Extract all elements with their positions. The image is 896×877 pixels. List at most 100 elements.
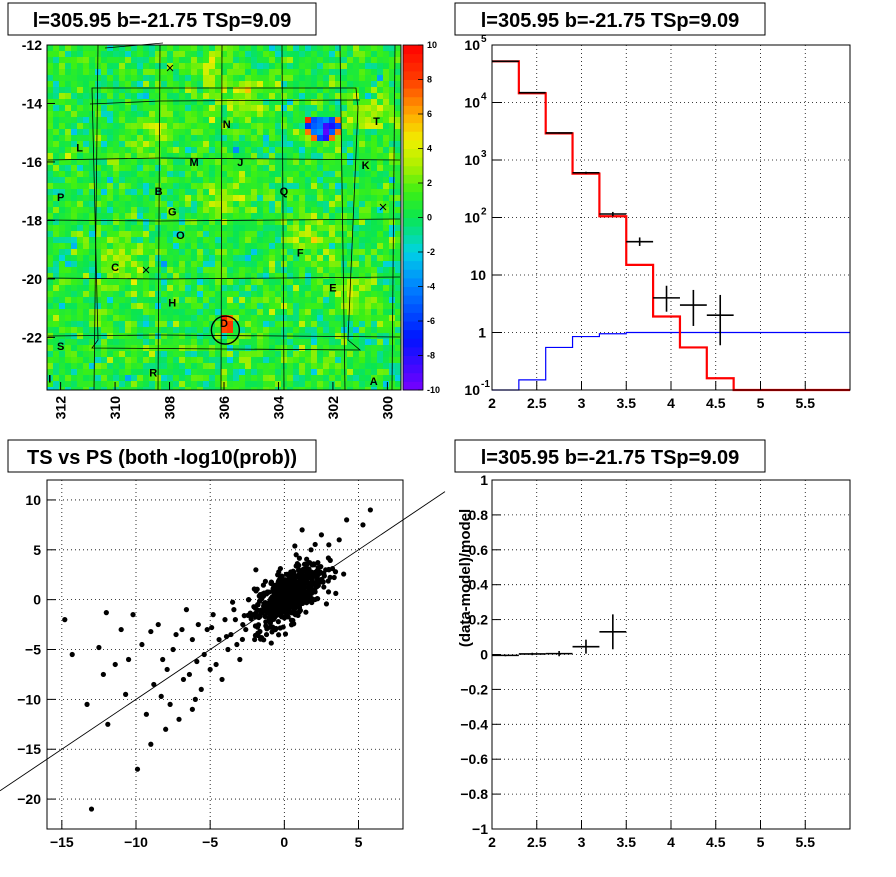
heat-cell bbox=[95, 381, 101, 387]
heat-cell bbox=[191, 261, 197, 267]
heat-cell bbox=[221, 75, 227, 81]
heat-cell bbox=[269, 201, 275, 207]
heat-cell bbox=[215, 45, 221, 51]
heat-cell bbox=[311, 207, 317, 213]
heat-cell bbox=[209, 141, 215, 147]
heat-cell bbox=[143, 273, 149, 279]
y-tick-label: 10 bbox=[464, 210, 480, 226]
heat-cell bbox=[269, 273, 275, 279]
heat-cell bbox=[323, 189, 329, 195]
scatter-point bbox=[210, 612, 216, 618]
heat-cell bbox=[377, 297, 383, 303]
heat-cell bbox=[185, 105, 191, 111]
heat-cell bbox=[275, 201, 281, 207]
heat-cell bbox=[221, 333, 227, 339]
heat-cell bbox=[371, 369, 377, 375]
heat-cell bbox=[329, 291, 335, 297]
y-tick-label: 0.2 bbox=[469, 612, 489, 628]
x-tick-label: 4.5 bbox=[706, 395, 726, 411]
heat-cell bbox=[107, 159, 113, 165]
heat-cell bbox=[191, 141, 197, 147]
heat-cell bbox=[383, 165, 389, 171]
heat-cell bbox=[281, 105, 287, 111]
heat-cell bbox=[59, 267, 65, 273]
heat-cell bbox=[257, 201, 263, 207]
heat-cell bbox=[215, 51, 221, 57]
heat-cell bbox=[227, 285, 233, 291]
heat-cell bbox=[161, 255, 167, 261]
heat-cell bbox=[197, 291, 203, 297]
heat-cell bbox=[371, 111, 377, 117]
panel-residuals: 2 2.5 3 3.5 4 4.5 5 5.510.80.60.40.20−0.2−0.4−0… bbox=[454, 439, 851, 850]
heat-cell bbox=[323, 57, 329, 63]
heat-cell bbox=[113, 81, 119, 87]
heat-cell bbox=[311, 273, 317, 279]
heat-cell bbox=[377, 183, 383, 189]
heat-cell bbox=[275, 123, 281, 129]
heat-cell bbox=[281, 219, 287, 225]
heat-cell bbox=[185, 189, 191, 195]
heat-cell bbox=[191, 183, 197, 189]
heat-cell bbox=[113, 327, 119, 333]
heat-cell bbox=[389, 45, 395, 51]
heat-cell bbox=[371, 375, 377, 381]
heat-cell bbox=[353, 225, 359, 231]
heat-cell bbox=[203, 327, 209, 333]
heat-cell bbox=[227, 165, 233, 171]
heat-cell bbox=[341, 351, 347, 357]
x-tick-label: 300 bbox=[379, 396, 395, 420]
heat-cell bbox=[137, 249, 143, 255]
heat-cell bbox=[167, 111, 173, 117]
heat-cell bbox=[107, 201, 113, 207]
heat-cell bbox=[275, 225, 281, 231]
heat-cell bbox=[107, 129, 113, 135]
heat-cell bbox=[155, 201, 161, 207]
heat-cell bbox=[305, 159, 311, 165]
heat-cell bbox=[83, 387, 89, 390]
heat-cell bbox=[383, 333, 389, 339]
heat-cell bbox=[365, 297, 371, 303]
heat-cell bbox=[77, 249, 83, 255]
heat-cell bbox=[131, 279, 137, 285]
heat-cell bbox=[305, 153, 311, 159]
heat-cell bbox=[227, 279, 233, 285]
heat-cell bbox=[239, 237, 245, 243]
heat-cell bbox=[251, 231, 257, 237]
heat-cell bbox=[173, 111, 179, 117]
color-scale-band bbox=[403, 338, 423, 348]
heat-cell bbox=[305, 297, 311, 303]
heat-cell bbox=[197, 141, 203, 147]
heat-cell bbox=[275, 291, 281, 297]
heat-cell bbox=[221, 165, 227, 171]
heat-cell bbox=[185, 321, 191, 327]
heat-cell bbox=[125, 129, 131, 135]
heat-cell bbox=[113, 63, 119, 69]
heat-cell bbox=[59, 177, 65, 183]
heat-cell bbox=[77, 129, 83, 135]
heat-cell bbox=[83, 231, 89, 237]
heat-cell bbox=[305, 345, 311, 351]
heat-cell bbox=[161, 51, 167, 57]
heat-cell bbox=[233, 63, 239, 69]
heat-cell bbox=[269, 381, 275, 387]
heat-cell bbox=[305, 255, 311, 261]
heat-cell bbox=[287, 165, 293, 171]
heat-cell bbox=[389, 129, 395, 135]
heat-cell bbox=[179, 183, 185, 189]
scatter-point bbox=[325, 578, 331, 584]
heat-cell bbox=[239, 243, 245, 249]
heat-cell bbox=[269, 285, 275, 291]
heat-cell bbox=[227, 177, 233, 183]
y-tick-label: −0.8 bbox=[460, 786, 488, 802]
heat-cell bbox=[185, 123, 191, 129]
heat-cell bbox=[275, 243, 281, 249]
heat-cell bbox=[191, 201, 197, 207]
heat-cell bbox=[215, 273, 221, 279]
heat-cell bbox=[155, 273, 161, 279]
heat-cell bbox=[287, 339, 293, 345]
heat-cell bbox=[377, 327, 383, 333]
heat-cell bbox=[383, 357, 389, 363]
heat-cell bbox=[209, 255, 215, 261]
heat-cell bbox=[95, 165, 101, 171]
heat-cell bbox=[257, 351, 263, 357]
